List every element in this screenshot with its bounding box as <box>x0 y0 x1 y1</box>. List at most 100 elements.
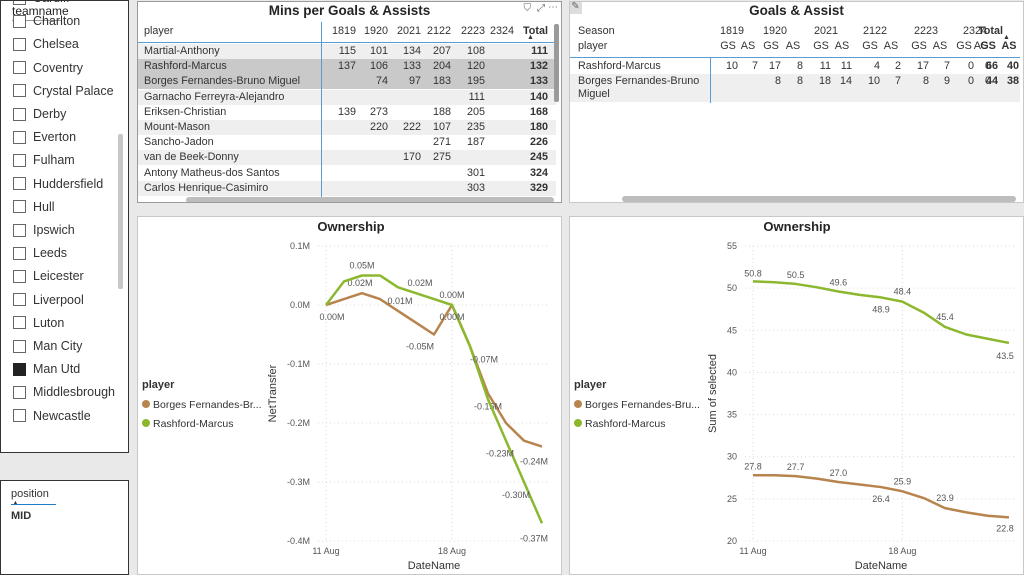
total-cell: 324 <box>529 166 548 179</box>
column-header[interactable]: 1920 <box>363 25 388 37</box>
value-cell: 8 <box>774 75 781 87</box>
player-cell: van de Beek-Donny <box>144 151 239 164</box>
slicer-item[interactable]: Man City <box>13 336 82 356</box>
table-row[interactable]: Borges Fernandes-Bruno Miguel 74 97 183 195 1… <box>138 74 556 90</box>
table-row[interactable]: Rashford-Marcus 137 106 133 204 120 132 <box>138 59 556 75</box>
checkbox[interactable] <box>13 269 26 283</box>
slicer-item[interactable]: Man Utd <box>13 359 80 379</box>
series-line <box>325 291 543 448</box>
player-header[interactable]: player <box>578 40 608 52</box>
horizontal-scrollbar[interactable] <box>186 197 554 202</box>
value-cell: 133 <box>402 60 421 73</box>
table-row[interactable]: van de Beek-Donny 170 275 245 <box>138 150 556 166</box>
checkbox[interactable] <box>13 177 26 191</box>
position-value[interactable]: MID <box>11 510 32 522</box>
chart-title: Ownership <box>763 219 830 234</box>
value-cell: 10 <box>867 75 880 87</box>
checkbox[interactable] <box>13 293 26 307</box>
sub-column-header: AS <box>740 40 756 52</box>
sort-up-icon: ▲ <box>527 34 534 41</box>
checkbox[interactable] <box>13 61 26 75</box>
checkbox[interactable] <box>13 362 26 376</box>
checkbox[interactable] <box>13 14 26 28</box>
checkbox[interactable] <box>13 200 26 214</box>
slicer-item[interactable]: Middlesbrough <box>13 382 115 402</box>
slicer-item[interactable]: Coventry <box>13 58 83 78</box>
column-header[interactable]: 2021 <box>396 25 421 37</box>
vertical-scrollbar[interactable] <box>554 24 559 102</box>
slicer-item[interactable]: Cardiff <box>13 1 70 8</box>
slicer-item[interactable]: Everton <box>13 127 76 147</box>
value-cell: 40 <box>1006 60 1019 72</box>
checkbox[interactable] <box>13 84 26 98</box>
slicer-item[interactable]: Huddersfield <box>13 174 103 194</box>
checkbox[interactable] <box>13 316 26 330</box>
checkbox[interactable] <box>13 1 26 5</box>
checkbox[interactable] <box>13 339 26 353</box>
checkbox[interactable] <box>13 246 26 260</box>
data-label: 27.8 <box>744 461 762 471</box>
slicer-item[interactable]: Charlton <box>13 11 80 31</box>
value-cell: 11 <box>840 60 852 72</box>
data-label: 48.4 <box>894 287 912 297</box>
checkbox[interactable] <box>13 409 26 423</box>
table-row[interactable]: Rashford-Marcus 10 7 17 8 11 11 4 2 17 7 0 0 66 40 <box>570 59 1020 74</box>
checkbox[interactable] <box>13 130 26 144</box>
y-tick-label: 0.1M <box>290 241 310 251</box>
slicer-item[interactable]: Leeds <box>13 243 67 263</box>
slicer-item[interactable]: Fulham <box>13 150 75 170</box>
column-header[interactable]: player <box>144 25 174 37</box>
focus-mode-icon[interactable]: ⤢ <box>537 3 545 14</box>
x-tick-label: 18 Aug <box>438 546 466 556</box>
table-row[interactable]: Antony Matheus-dos Santos 301 324 <box>138 166 556 181</box>
slicer-item[interactable]: Newcastle <box>13 406 91 426</box>
value-cell: 271 <box>432 136 451 149</box>
table-row[interactable]: Sancho-Jadon 271 187 226 <box>138 135 556 150</box>
value-cell: 273 <box>369 105 388 118</box>
horizontal-scrollbar[interactable] <box>622 196 1016 202</box>
checkbox[interactable] <box>13 107 26 121</box>
total-cell: 111 <box>531 45 548 57</box>
player-cell: Antony Matheus-dos Santos <box>144 166 280 179</box>
sub-column-header: AS <box>932 40 948 52</box>
column-header[interactable]: 2223 <box>460 25 485 37</box>
data-label: -0.23M <box>486 449 514 459</box>
table-row[interactable]: Garnacho Ferreyra-Alejandro 111 140 <box>138 89 556 105</box>
checkbox[interactable] <box>13 223 26 237</box>
position-slicer[interactable]: position ▲ MID <box>0 480 129 575</box>
sub-column-header: GS <box>980 40 996 52</box>
column-header[interactable]: 1819 <box>331 25 356 37</box>
edit-icon[interactable]: ✎ <box>570 2 582 14</box>
table-row[interactable]: Carlos Henrique-Casimiro 303 329 <box>138 180 556 196</box>
table-row[interactable]: Martial-Anthony 115 101 134 207 108 111 <box>138 44 556 59</box>
slicer-item[interactable]: Liverpool <box>13 290 84 310</box>
column-header[interactable]: Total <box>523 25 548 37</box>
slicer-item[interactable]: Luton <box>13 313 64 333</box>
y-tick-label: -0.1M <box>287 359 310 369</box>
slicer-item-label: Chelsea <box>33 37 79 52</box>
checkbox[interactable] <box>13 37 26 51</box>
table-row[interactable]: Borges Fernandes-Bruno Miguel 8 8 18 14 10 7 8 9… <box>570 74 1020 102</box>
column-header[interactable]: 2324 <box>489 25 514 37</box>
slicer-item-label: Liverpool <box>33 292 84 307</box>
slicer-item[interactable]: Chelsea <box>13 34 79 54</box>
slicer-item[interactable]: Crystal Palace <box>13 81 114 101</box>
y-tick-label: 0.0M <box>290 300 310 310</box>
checkbox[interactable] <box>13 153 26 167</box>
slicer-scrollbar[interactable] <box>118 134 123 289</box>
sub-column-header: GS <box>763 40 779 52</box>
value-cell: 120 <box>466 60 485 73</box>
total-cell: 329 <box>529 181 548 194</box>
slicer-item-label: Man Utd <box>33 362 81 377</box>
slicer-item[interactable]: Ipswich <box>13 220 75 240</box>
sub-column-header: AS <box>973 40 989 52</box>
more-options-icon[interactable]: ⋯ <box>548 2 558 13</box>
table-row[interactable]: Mount-Mason 220 222 107 235 180 <box>138 120 556 135</box>
column-header[interactable]: 2122 <box>426 25 451 37</box>
filter-icon[interactable]: ⛉ <box>523 3 532 14</box>
slicer-item[interactable]: Derby <box>13 104 66 124</box>
checkbox[interactable] <box>13 385 26 399</box>
slicer-item[interactable]: Leicester <box>13 266 84 286</box>
slicer-item[interactable]: Hull <box>13 197 55 217</box>
table-row[interactable]: Eriksen-Christian 139 273 188 205 168 <box>138 105 556 120</box>
